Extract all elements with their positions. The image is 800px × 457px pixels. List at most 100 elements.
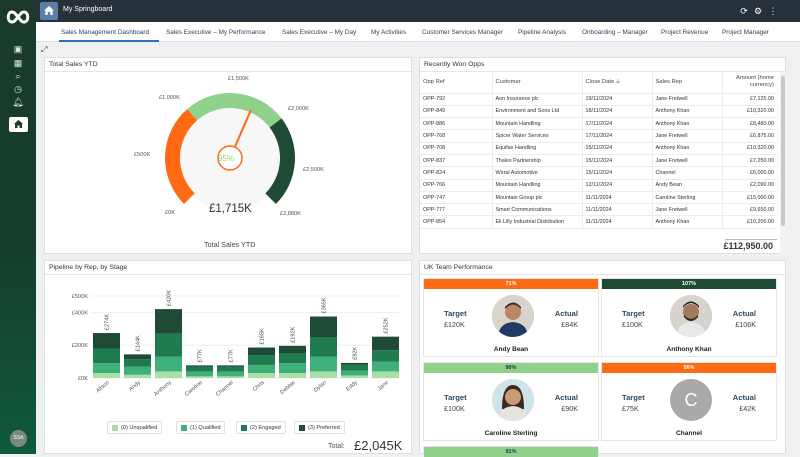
- bar-segment[interactable]: [124, 354, 151, 360]
- rep-pct-bar: 107%: [602, 279, 776, 289]
- rep-card-anthony-khan[interactable]: 107% Target £100K Actual £106K Anthony K…: [601, 278, 777, 357]
- bar-segment[interactable]: [341, 370, 368, 376]
- tab-project-manager[interactable]: Project Manager: [722, 29, 769, 36]
- bar-segment[interactable]: [155, 356, 182, 372]
- bar-segment[interactable]: [124, 366, 151, 375]
- dashboard-icon[interactable]: ▣: [13, 44, 23, 54]
- bar-segment[interactable]: [217, 366, 244, 372]
- target-label: Target: [444, 309, 467, 318]
- table-row[interactable]: OPP-792 Aon Insurance plc 19/11/2024 Jane F…: [420, 93, 777, 106]
- bar-segment[interactable]: [310, 356, 337, 372]
- bar-segment[interactable]: [93, 363, 120, 374]
- cell-opp-ref: OPP-849: [420, 105, 492, 119]
- table-row[interactable]: OPP-886 Mountain Handling 17/11/2024 Anthon…: [420, 117, 777, 131]
- home-nav-button[interactable]: [9, 117, 28, 132]
- rep-card-channel[interactable]: 56% Target £75K C Actual £42K Channel: [601, 362, 777, 441]
- bar-segment[interactable]: [341, 362, 368, 365]
- bar-segment[interactable]: [279, 363, 306, 374]
- bell-icon[interactable]: 🔔︎: [12, 97, 24, 107]
- bar-segment[interactable]: [310, 337, 337, 357]
- scrollbar-thumb[interactable]: [781, 76, 785, 226]
- bar-segment[interactable]: [279, 345, 306, 354]
- bar-segment[interactable]: [248, 355, 275, 365]
- bar-segment[interactable]: [372, 371, 399, 378]
- col-header-amount[interactable]: Amount (home currency): [721, 72, 777, 94]
- bar-segment[interactable]: [93, 348, 120, 364]
- rep-card-andy-bean[interactable]: 71% Target £120K Actual £84K Andy Bean: [423, 278, 599, 357]
- bar-segment[interactable]: [124, 374, 151, 378]
- rep-card-caroline-sterling[interactable]: 90% Target £100K Actual £90K Caroline St…: [423, 362, 599, 441]
- bar-segment[interactable]: [155, 309, 182, 334]
- legend-item[interactable]: (1) Qualified: [176, 421, 226, 434]
- expand-icon[interactable]: ⤢: [41, 45, 48, 54]
- table-row[interactable]: OPP-849 Environment and Sons Ltd 18/11/202…: [420, 105, 777, 119]
- bar-segment[interactable]: [155, 333, 182, 357]
- rep-card-partial[interactable]: 91%: [423, 446, 599, 457]
- sort-down-icon[interactable]: 🡣: [615, 79, 620, 86]
- bar-segment[interactable]: [310, 316, 337, 338]
- bar-segment[interactable]: [310, 371, 337, 378]
- table-row[interactable]: OPP-777 Smart Communications 11/11/2024 Jan…: [420, 203, 777, 217]
- cell-close-date: 11/11/2024: [581, 203, 652, 217]
- legend-item[interactable]: (0) Unqualified: [107, 421, 163, 434]
- search-icon[interactable]: ⌕: [15, 71, 21, 81]
- col-header-customer[interactable]: Customer: [491, 72, 582, 94]
- scrollbar[interactable]: [780, 72, 786, 254]
- table-row[interactable]: OPP-824 Wirral Automotive 15/11/2024 Channe…: [420, 166, 777, 180]
- bar-segment[interactable]: [186, 365, 213, 367]
- tab-project-revenue[interactable]: Project Revenue: [661, 29, 709, 36]
- bar-segment[interactable]: [248, 347, 275, 356]
- legend-item[interactable]: (2) Engaged: [236, 421, 286, 434]
- col-header-opp-ref[interactable]: Opp Ref: [420, 72, 492, 94]
- table-row[interactable]: OPP-854 Eli Lilly Industrial Distribution…: [420, 215, 777, 229]
- bar-segment[interactable]: [217, 365, 244, 367]
- bar-segment[interactable]: [155, 371, 182, 378]
- bar-segment[interactable]: [186, 371, 213, 377]
- tab-onboarding-manager[interactable]: Onboarding – Manager: [582, 29, 648, 36]
- bar-segment[interactable]: [279, 373, 306, 378]
- tab-sales-exec-my-day[interactable]: Sales Executive – My Day: [282, 29, 357, 36]
- bar-segment[interactable]: [248, 364, 275, 374]
- bar-segment[interactable]: [279, 353, 306, 364]
- bar-segment[interactable]: [124, 359, 151, 367]
- target-label: Target: [444, 393, 467, 402]
- bar-segment[interactable]: [93, 333, 120, 349]
- bar-segment[interactable]: [93, 373, 120, 378]
- grid-icon[interactable]: ▦: [13, 58, 23, 68]
- bar-segment[interactable]: [186, 376, 213, 378]
- col-header-sales-rep[interactable]: Sales Rep: [651, 72, 722, 94]
- table-row[interactable]: OPP-766 Mountain Handling 12/11/2024 Andy B…: [420, 179, 777, 192]
- refresh-icon[interactable]: ⟳: [740, 6, 748, 16]
- table-row[interactable]: OPP-837 Thales Partnership 15/11/2024 Jane …: [420, 154, 777, 168]
- gauge-tick: £1,000K: [159, 95, 180, 101]
- bar-segment[interactable]: [248, 373, 275, 378]
- bar-segment[interactable]: [372, 336, 399, 351]
- table-row[interactable]: OPP-708 Equifax Handling 15/11/2024 Anthony…: [420, 142, 777, 155]
- gear-icon[interactable]: ⚙: [753, 6, 763, 16]
- y-tick-label: £500K: [72, 294, 88, 300]
- tab-sales-management-dashboard[interactable]: Sales Management Dashboard: [61, 29, 150, 36]
- bar-segment[interactable]: [217, 371, 244, 377]
- tab-pipeline-analysis[interactable]: Pipeline Analysis: [518, 29, 566, 36]
- bar-segment[interactable]: [186, 366, 213, 372]
- legend-item[interactable]: (3) Preferred: [294, 421, 345, 434]
- bar-segment[interactable]: [372, 350, 399, 362]
- bar-segment[interactable]: [341, 375, 368, 378]
- cell-close-date: 11/11/2024: [581, 215, 652, 229]
- tab-sales-exec-performance[interactable]: Sales Executive – My Performance: [166, 29, 266, 36]
- tab-my-activities[interactable]: My Activities: [371, 29, 407, 36]
- table-row[interactable]: OPP-747 Mountain Group plc 11/11/2024 Carol…: [420, 191, 777, 205]
- col-header-close-date[interactable]: Close Date 🡣: [581, 72, 652, 94]
- tab-customer-services-manager[interactable]: Customer Services Manager: [422, 29, 503, 36]
- bar-segment[interactable]: [217, 376, 244, 378]
- more-icon[interactable]: ⋮: [768, 6, 778, 16]
- legend-label: (0) Unqualified: [121, 425, 158, 431]
- home-button[interactable]: [40, 2, 58, 20]
- table-row[interactable]: OPP-768 Spicer Water Services 17/11/2024 Ja…: [420, 129, 777, 143]
- user-avatar[interactable]: SSA: [10, 430, 27, 447]
- bar-segment[interactable]: [372, 361, 399, 372]
- cell-customer: Mountain Handling: [491, 179, 582, 192]
- clock-icon[interactable]: ◷: [14, 84, 22, 94]
- bar-data-label: £92K: [353, 347, 359, 360]
- bar-segment[interactable]: [341, 364, 368, 371]
